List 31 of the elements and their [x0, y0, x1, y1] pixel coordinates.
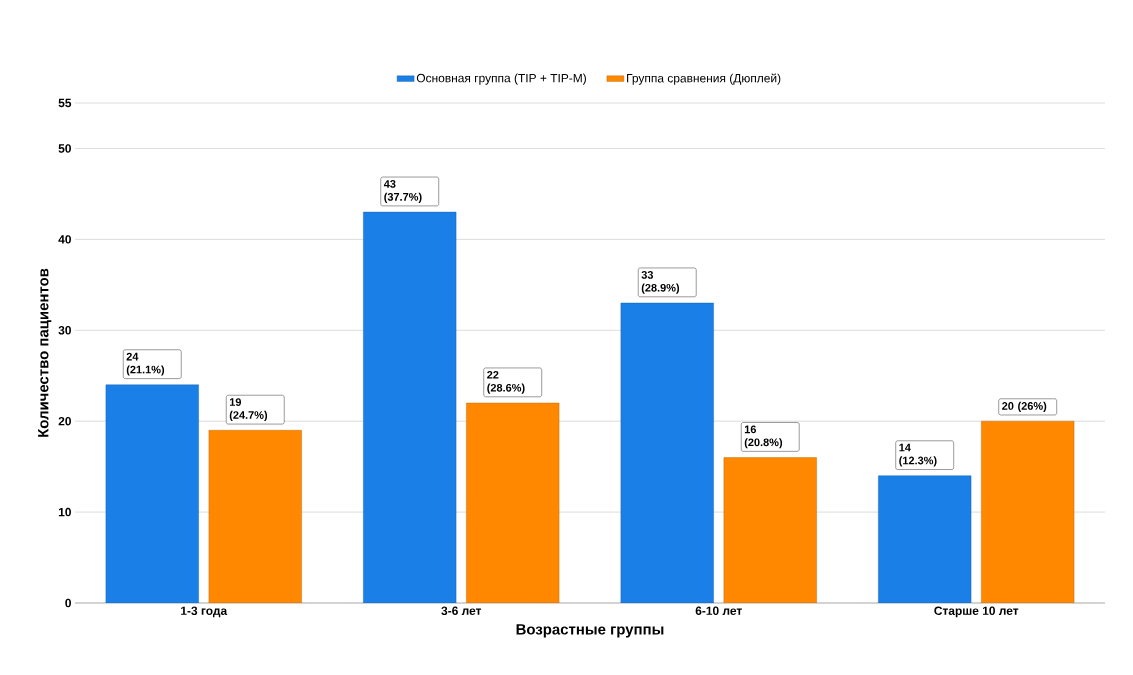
bar [208, 430, 302, 603]
y-tick-label: 10 [58, 507, 71, 517]
bar [878, 475, 972, 603]
data-label: 43 (37.7%) [383, 180, 422, 203]
bar [620, 302, 714, 603]
y-tick-label: 50 [58, 144, 71, 153]
data-label: 24 (21.1%) [126, 352, 165, 376]
legend-label: Группа сравнения (Дюплей) [627, 73, 781, 85]
bar [723, 457, 817, 603]
x-tick-label: 1-3 года [181, 606, 228, 618]
data-label: 19 (24.7%) [229, 398, 268, 422]
bar [981, 420, 1075, 603]
y-tick-label: 0 [65, 598, 71, 608]
y-tick-label: 30 [58, 326, 71, 335]
data-label: 33 (28.9%) [641, 270, 680, 294]
data-label: 20 (26%) [1002, 401, 1047, 412]
x-axis-title: Возрастные группы [516, 624, 664, 638]
y-tick-label: 40 [58, 235, 71, 244]
data-label: 22 (28.6%) [487, 370, 525, 394]
data-label: 14 (12.3%) [899, 443, 937, 467]
y-tick-label: 20 [58, 416, 71, 426]
data-label: 16 (20.8%) [744, 425, 783, 449]
bar [363, 211, 457, 603]
bar [466, 402, 560, 603]
x-tick-label: Старше 10 лет [934, 606, 1019, 618]
x-tick-label: 3-6 лет [441, 606, 482, 616]
legend-label: Основная группа (TIP + TIP-M) [416, 73, 586, 85]
y-axis-title: Количество пациентов [38, 268, 52, 437]
bar [105, 384, 199, 603]
y-tick-label: 55 [58, 98, 72, 108]
x-tick-label: 6-10 лет [695, 606, 742, 615]
